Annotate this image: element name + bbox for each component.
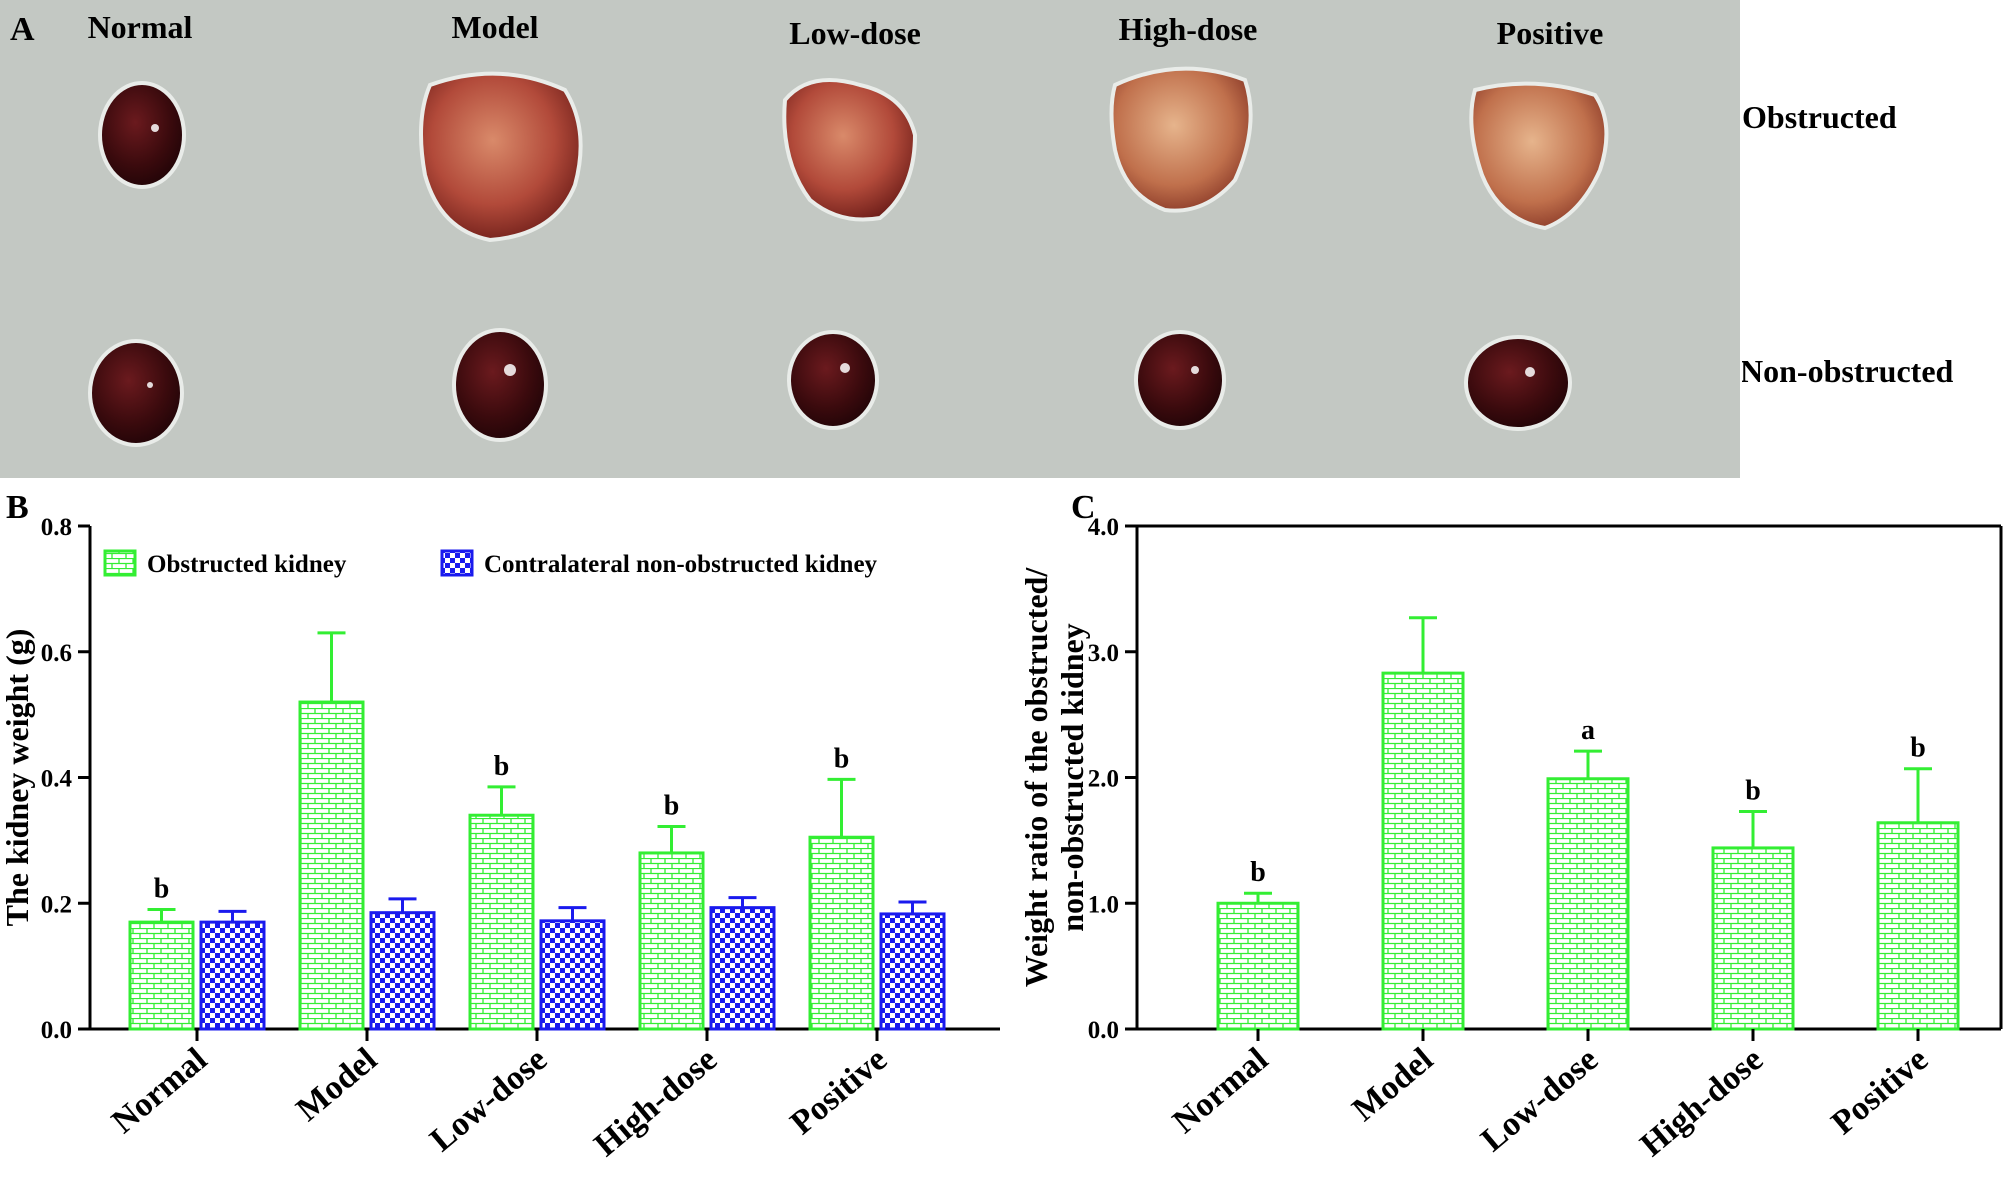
kidney-specimen [1134, 330, 1226, 430]
kidney-specimen [782, 78, 918, 222]
significance-label: b [664, 791, 680, 822]
kidney-weight-chart: B 0.0 0.2 0.4 0.6 0.8 The kidney weight (g) b N… [0, 489, 1000, 1164]
significance-label: b [154, 874, 170, 905]
kidney-specimen [1464, 335, 1572, 431]
y-tick-label: 0.2 [41, 891, 72, 918]
photo-column-label: Normal [88, 9, 193, 45]
x-tick-label: Model [1345, 1041, 1440, 1129]
photo-row-label: Non-obstructed [1742, 353, 1954, 389]
bar [128, 920, 195, 1031]
y-tick-label: 0.0 [41, 1017, 72, 1044]
bar [879, 912, 946, 1031]
legend-swatch [440, 549, 474, 577]
bar [369, 911, 436, 1031]
x-tick-label: Normal [1166, 1041, 1275, 1141]
y-tick-label: 4.0 [1088, 514, 1119, 541]
x-tick-label: Positive [1825, 1041, 1936, 1142]
x-tick-label: High-dose [587, 1041, 724, 1164]
legend-label: Obstructed kidney [147, 551, 347, 578]
significance-label: a [1581, 715, 1595, 746]
significance-label: b [1910, 733, 1926, 764]
significance-label: b [834, 743, 850, 774]
x-tick-label: High-dose [1633, 1041, 1770, 1164]
kidney-specimen [787, 330, 879, 430]
bar [638, 851, 705, 1031]
significance-label: b [1250, 857, 1266, 888]
panel-label-b: B [6, 489, 29, 526]
x-tick-label: Positive [784, 1041, 895, 1142]
panel-label-c: C [1071, 489, 1096, 526]
kidney-specimen [452, 328, 548, 442]
y-tick-label: 1.0 [1088, 891, 1119, 918]
y-tick-label: 0.6 [41, 640, 72, 667]
y-tick-label: 3.0 [1088, 640, 1119, 667]
kidney-specimen [419, 71, 583, 243]
photo-row-label: Obstructed [1742, 99, 1897, 135]
bar [1381, 671, 1465, 1031]
legend-swatch [103, 549, 137, 577]
kidney-specimen [1109, 66, 1253, 213]
bar [1876, 821, 1960, 1031]
y-tick-label: 0.0 [1088, 1017, 1119, 1044]
kidney-specimen [1469, 81, 1609, 231]
photo-column-label: Low-dose [789, 15, 921, 51]
kidney-photo-panel: A Normal Model Low-dose High-dose Positi… [0, 0, 1740, 478]
bar [709, 906, 776, 1031]
bar [1711, 846, 1795, 1031]
y-tick-label: 2.0 [1088, 766, 1119, 793]
x-tick-label: Normal [105, 1041, 214, 1141]
significance-label: b [494, 751, 510, 782]
bar [539, 919, 606, 1031]
kidney-specimen [98, 81, 186, 189]
y-axis-label: non-obstructed kidney [1054, 623, 1090, 932]
photo-column-label: Model [451, 9, 538, 45]
bar [468, 813, 535, 1031]
y-axis-label: The kidney weight (g) [0, 629, 35, 927]
legend-label: Contralateral non-obstructed kidney [484, 551, 878, 578]
photo-column-label: High-dose [1119, 11, 1258, 47]
y-tick-label: 0.4 [41, 766, 73, 793]
kidney-specimen [88, 339, 184, 447]
bar [298, 700, 365, 1031]
x-tick-label: Model [289, 1041, 384, 1129]
y-tick-label: 0.8 [41, 514, 72, 541]
photo-row-labels: Obstructed Non-obstructed [1740, 0, 2006, 478]
weight-ratio-chart: C 0.0 1.0 2.0 3.0 4.0 Weight ratio of the obs… [1018, 489, 2003, 1164]
bar [808, 835, 875, 1031]
y-axis-label: Weight ratio of the obstructed/ [1018, 567, 1054, 988]
bar [1216, 901, 1300, 1031]
x-tick-label: Low-dose [1474, 1041, 1605, 1159]
panel-label-a: A [10, 11, 35, 48]
photo-column-label: Positive [1497, 15, 1604, 51]
bar [199, 920, 266, 1031]
x-tick-label: Low-dose [423, 1041, 554, 1159]
significance-label: b [1745, 775, 1761, 806]
bar [1546, 777, 1630, 1031]
